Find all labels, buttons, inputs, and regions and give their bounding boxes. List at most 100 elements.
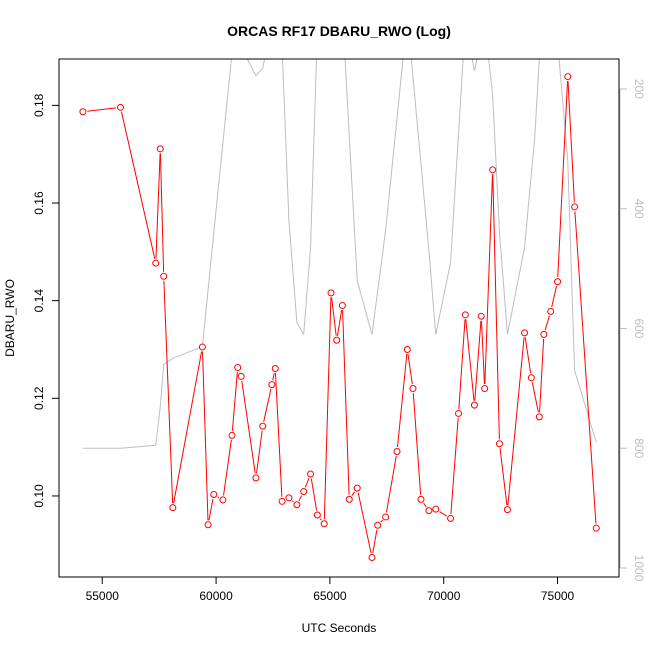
data-point (320, 520, 328, 528)
series-line-segment (155, 153, 161, 259)
data-point (374, 521, 382, 529)
data-point (470, 401, 478, 409)
data-point (152, 259, 160, 267)
y-tick-label: 0.16 (32, 191, 46, 215)
secondary-series-segment (498, 232, 508, 335)
data-point (571, 203, 579, 211)
data-point (252, 474, 260, 482)
data-point (237, 372, 245, 380)
data-point (521, 329, 529, 337)
secondary-series-segment (282, 59, 290, 221)
data-point (228, 431, 236, 439)
secondary-series-segment (120, 444, 156, 449)
series-line-segment (159, 153, 165, 272)
data-point (540, 330, 548, 338)
secondary-series-segment (574, 370, 597, 443)
series-line-segment (412, 393, 422, 495)
data-point (285, 494, 293, 502)
data-point (79, 108, 87, 116)
series-line-segment (274, 372, 283, 497)
secondary-series-segment (356, 280, 373, 335)
series-line-segment (557, 81, 569, 278)
data-point (481, 385, 489, 393)
data-point (259, 422, 267, 430)
series-line-segment (372, 529, 378, 554)
x-tick-label: 70000 (427, 589, 461, 603)
series-line-segment (263, 388, 272, 422)
series-line-segment (298, 495, 303, 501)
series-line-segment (272, 372, 275, 381)
series-line-segment (208, 498, 214, 521)
data-point (300, 488, 308, 496)
x-tick-label: 60000 (199, 589, 233, 603)
right-tick-label: 600 (632, 318, 646, 338)
series-line-segment (574, 211, 597, 524)
data-point (489, 166, 497, 174)
data-point (554, 278, 562, 286)
data-point (447, 514, 455, 522)
data-point (393, 448, 401, 456)
series-line-segment (567, 81, 575, 203)
secondary-series-segment (155, 406, 161, 446)
y-tick-label: 0.12 (32, 386, 46, 410)
data-point (116, 103, 124, 111)
y-tick-label: 0.14 (32, 289, 46, 313)
secondary-series-segment (201, 232, 215, 347)
secondary-series-segment (506, 247, 526, 335)
secondary-series-segment (471, 59, 475, 72)
x-tick-label: 65000 (313, 589, 347, 603)
series-line-segment (539, 338, 545, 413)
data-point (327, 289, 335, 297)
series-line-segment (551, 285, 558, 308)
right-tick-label: 800 (632, 438, 646, 458)
data-point (461, 311, 469, 319)
data-point (333, 336, 341, 344)
data-point (268, 381, 276, 389)
secondary-series-segment (163, 358, 174, 365)
data-point (169, 504, 177, 512)
secondary-series-segment (473, 59, 478, 72)
data-point (477, 312, 485, 320)
x-axis: 55000 60000 65000 70000 75000 (86, 577, 575, 603)
series-line-segment (480, 320, 485, 385)
secondary-series-segment (172, 345, 203, 359)
y-tick-label: 0.10 (32, 484, 46, 508)
series-line-segment (492, 174, 500, 440)
secondary-series-segment (310, 59, 317, 248)
secondary-series-segment (450, 59, 464, 263)
data-point (307, 470, 315, 478)
series-line-segment (241, 380, 256, 474)
secondary-series-segment (488, 59, 494, 95)
x-axis-label: UTC Seconds (302, 621, 377, 635)
data-point (198, 343, 206, 351)
chart-title: ORCAS RF17 DBARU_RWO (Log) (227, 23, 451, 39)
right-tick-label: 400 (632, 199, 646, 219)
secondary-series-segment (213, 59, 232, 233)
data-point (271, 365, 279, 373)
data-point (495, 440, 503, 448)
series-line-segment (439, 511, 447, 517)
series-line-segment (450, 417, 459, 514)
data-point (345, 495, 353, 503)
secondary-series-segment (492, 94, 500, 233)
data-point (219, 496, 227, 504)
data-point (455, 409, 463, 417)
series-line-segment (231, 371, 238, 431)
series-line-segment (458, 319, 466, 409)
y-axis: 0.10 0.12 0.14 0.16 0.18 (32, 93, 59, 508)
data-point (409, 385, 417, 393)
series-line-segment (465, 319, 475, 401)
series-line-segment (499, 448, 508, 506)
data-point (210, 490, 218, 498)
data-point (160, 272, 168, 280)
secondary-series-segment (159, 364, 165, 407)
series-line-segment (304, 477, 310, 488)
data-point (417, 495, 425, 503)
series-line-segment (484, 174, 493, 385)
secondary-series-segment (412, 76, 430, 251)
series-line-segment (407, 353, 413, 385)
series-line-segment (423, 502, 427, 508)
plot-frame (58, 58, 620, 578)
